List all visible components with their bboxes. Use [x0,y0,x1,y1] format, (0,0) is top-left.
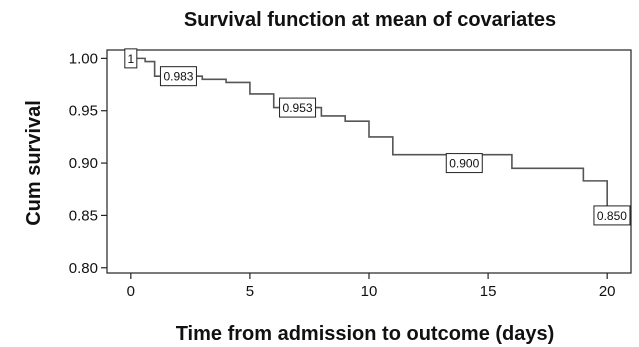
data-label-box: 1 [124,48,138,69]
data-label-box: 0.953 [279,97,317,118]
y-tick-label: 0.85 [69,207,98,224]
data-label: 0.983 [163,70,193,84]
data-label-frame [124,48,138,69]
axes: 0.80 0.85 0.90 0.95 1.00 0 5 10 15 20 [69,49,632,300]
y-axis-label: Cum survival [23,100,45,226]
data-label: 0.850 [597,209,627,223]
data-label: 0.900 [449,157,479,171]
data-label-box: 0.850 [593,205,631,226]
y-tick-label: 0.90 [69,155,98,172]
x-axis-label: Time from admission to outcome (days) [176,323,555,345]
data-label-box: 0.983 [159,66,197,87]
data-label: 0.953 [283,101,313,115]
data-label: 1 [127,52,134,66]
chart-title: Survival function at mean of covariates [184,9,556,31]
x-tick-label: 15 [480,283,497,300]
x-tick-label: 20 [599,283,616,300]
plot-area: 1 0.983 0.953 0.900 0.850 [124,48,631,226]
y-tick-label: 1.00 [69,50,98,67]
x-tick-label: 0 [127,283,135,300]
data-label-box: 0.900 [445,153,483,174]
x-tick-label: 10 [361,283,378,300]
data-label-frame [593,205,631,226]
data-label-frame [279,97,317,118]
y-tick-label: 0.80 [69,260,98,277]
x-tick-label: 5 [246,283,254,300]
survival-step-line [130,57,624,217]
data-label-frame [159,66,197,87]
data-label-frame [445,153,483,174]
y-tick-label: 0.95 [69,103,98,120]
